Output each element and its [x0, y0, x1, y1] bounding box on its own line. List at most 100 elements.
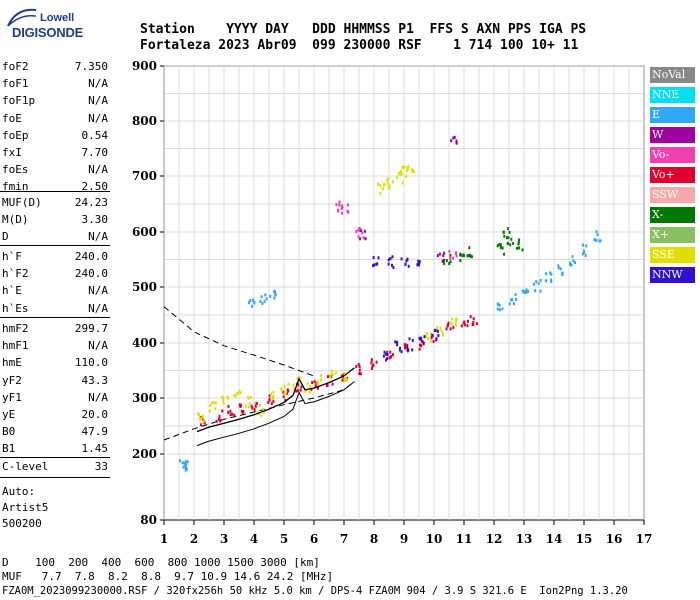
echo-mark	[391, 180, 394, 184]
echo-mark	[347, 203, 349, 207]
echo-mark	[496, 244, 499, 248]
echo-mark	[287, 382, 290, 386]
echo-mark	[364, 237, 367, 241]
echo-mark	[417, 259, 420, 263]
param-row-hmf1: hmF1 N/A	[2, 339, 108, 357]
echo-mark	[361, 231, 364, 235]
echo-mark	[267, 400, 270, 404]
echo-mark	[268, 398, 271, 402]
echo-mark	[238, 403, 241, 407]
echo-mark	[593, 238, 596, 242]
echo-mark	[453, 135, 456, 139]
echo-mark	[392, 353, 394, 357]
echo-mark	[449, 260, 452, 264]
echo-mark	[255, 402, 258, 405]
param-row-hme: hmE 110.0	[2, 356, 108, 374]
echo-mark	[507, 236, 510, 240]
echo-mark	[287, 389, 290, 393]
echo-mark	[408, 337, 411, 341]
echo-mark	[298, 376, 301, 380]
y-tick-label: 700	[132, 169, 157, 183]
echo-mark	[459, 253, 462, 257]
echo-mark	[455, 254, 458, 258]
echo-mark	[315, 382, 318, 386]
echo-mark	[399, 346, 401, 350]
echo-mark	[510, 298, 513, 302]
legend-item-noval: NoVal	[650, 67, 695, 83]
echo-mark	[459, 259, 462, 262]
echo-mark	[582, 243, 584, 247]
echo-mark	[508, 230, 511, 234]
echo-mark	[355, 364, 358, 368]
echo-mark	[496, 302, 499, 306]
echo-mark	[506, 236, 508, 240]
param-value: 2.50	[81, 180, 109, 194]
echo-mark	[550, 280, 553, 283]
echo-mark	[358, 365, 361, 369]
echo-mark	[454, 321, 457, 325]
logo-digisonde: DIGISONDE	[12, 25, 84, 40]
echo-mark	[524, 289, 527, 293]
profile-envelope-upper	[163, 306, 315, 377]
echo-mark	[377, 256, 380, 260]
echo-mark	[244, 404, 247, 408]
param-name: h`F	[2, 250, 22, 263]
echo-mark	[439, 326, 442, 330]
echo-mark	[346, 378, 349, 382]
echo-mark	[292, 383, 295, 387]
echo-mark	[391, 263, 393, 267]
echo-mark	[383, 350, 386, 354]
echo-mark	[226, 395, 229, 399]
echo-mark	[211, 401, 214, 405]
echo-mark	[181, 461, 184, 465]
param-name: D	[2, 230, 9, 244]
param-value: 7.70	[81, 146, 109, 159]
echo-mark	[561, 273, 564, 277]
echo-mark	[272, 400, 275, 403]
echo-mark	[581, 252, 584, 256]
echo-mark	[184, 466, 187, 469]
echo-mark	[534, 289, 537, 293]
echo-mark	[274, 293, 277, 297]
param-name: B0	[2, 425, 16, 439]
echo-mark	[179, 459, 181, 463]
echo-mark	[545, 272, 548, 276]
echo-mark	[430, 336, 433, 340]
param-name: h`E	[2, 284, 22, 298]
header-row-2: Fortaleza 2023 Abr09 099 230000 RSF 1 71…	[140, 38, 579, 53]
echo-mark	[331, 382, 334, 386]
x-tick-label: 12	[486, 532, 503, 546]
echo-mark	[320, 373, 323, 377]
param-row-foes: foEs N/A	[2, 163, 108, 181]
echo-mark	[436, 254, 439, 258]
echo-mark	[209, 403, 212, 407]
echo-mark	[571, 255, 574, 259]
echo-mark	[313, 380, 316, 384]
echo-mark	[411, 338, 414, 342]
echo-mark	[227, 410, 230, 414]
y-tick-label: 300	[132, 391, 157, 405]
echo-mark	[498, 308, 501, 312]
echo-mark	[262, 407, 265, 411]
echo-mark	[412, 170, 415, 173]
echo-mark	[469, 254, 472, 258]
echo-mark	[385, 358, 388, 362]
echo-mark	[300, 385, 303, 389]
echo-mark	[472, 320, 475, 324]
param-row-fof1: foF1 N/A	[2, 77, 108, 95]
echo-mark	[438, 252, 441, 256]
autoscale-code: 500200	[2, 517, 42, 530]
echo-mark	[442, 254, 445, 258]
echo-mark	[511, 298, 514, 302]
echo-mark	[400, 350, 403, 354]
x-tick-label: 3	[220, 532, 228, 546]
echo-mark	[214, 407, 217, 411]
echo-mark	[270, 402, 273, 406]
x-tick-label: 13	[516, 532, 533, 546]
echo-mark	[503, 252, 506, 256]
echo-mark	[447, 321, 450, 325]
header-row-1: Station YYYY DAY DDD HHMMSS P1 FFS S AXN…	[140, 22, 587, 37]
echo-mark	[284, 398, 287, 402]
echo-mark	[402, 166, 404, 169]
param-value: 110.0	[74, 356, 108, 370]
